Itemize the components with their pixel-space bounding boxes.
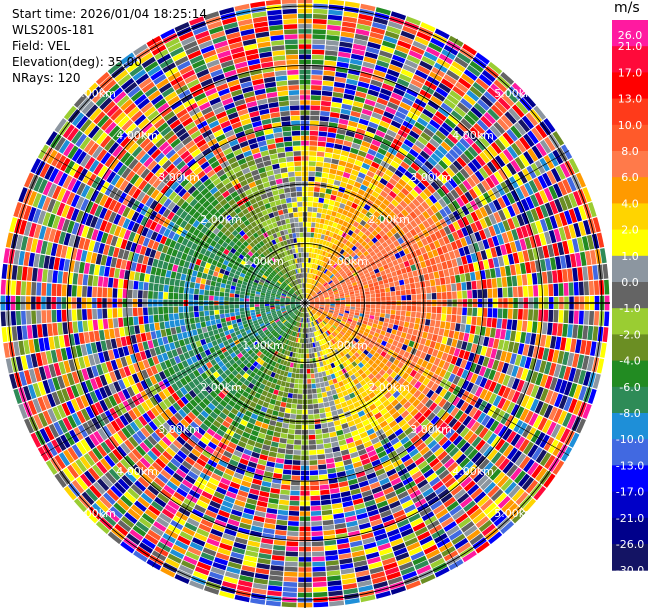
spoke-120	[304, 302, 570, 456]
colorbar-band	[612, 282, 648, 309]
spoke-60	[304, 150, 570, 304]
instrument-label: WLS200s-181	[12, 23, 95, 37]
ring-label: 5.00km	[74, 87, 116, 100]
colorbar-tick-label: -26.0	[616, 538, 644, 551]
colorbar-band	[612, 491, 648, 519]
spoke-30	[304, 38, 458, 304]
colorbar-tick-label: 6.0	[621, 171, 639, 184]
ring-label: 4.00km	[452, 129, 494, 142]
colorbar-band	[612, 203, 648, 231]
ring-label: 1.00km	[326, 339, 368, 352]
colorbar-tick-label: -6.0	[619, 381, 640, 394]
colorbar-tick-label: -4.0	[619, 355, 640, 368]
colorbar-band	[612, 229, 648, 257]
colorbar-tick-label: -13.0	[616, 459, 644, 472]
velocity-band-14	[13, 13, 607, 595]
colorbar-tick-label: 13.0	[618, 93, 643, 106]
colorbar-band	[612, 98, 648, 126]
ring-label: 4.00km	[116, 465, 158, 478]
colorbar-band	[612, 517, 648, 545]
colorbar-band	[612, 151, 648, 178]
colorbar-tick-label: 4.0	[621, 197, 639, 210]
field-label: Field: VEL	[12, 39, 71, 53]
colorbar-tick-label: 17.0	[618, 66, 643, 79]
colorbar-band	[612, 465, 648, 493]
colorbar-tick-label: -2.0	[619, 328, 640, 341]
colorbar-band	[612, 20, 648, 47]
colorbar-band	[612, 46, 648, 73]
spoke-330	[152, 38, 306, 304]
colorbar-band	[612, 255, 648, 283]
colorbar-band	[612, 360, 648, 388]
ring-label: 2.00km	[368, 381, 410, 394]
colorbar-tick-label: -30.0	[616, 564, 644, 577]
ring-label: 4.00km	[116, 129, 158, 142]
ring-label: 3.00km	[410, 423, 452, 436]
colorbar-tick-label: 0.0	[621, 276, 639, 289]
ring-label: 3.00km	[410, 171, 452, 184]
colorbar-tick-label: 21.0	[618, 40, 643, 53]
range-ring-labels: 1.00km 1.00km 1.00km 1.00km 2.00km 2.00km 2.00…	[74, 87, 536, 520]
ring-label: 3.00km	[158, 423, 200, 436]
colorbar-tick-label: -21.0	[616, 512, 644, 525]
colorbar-tick-label: -17.0	[616, 486, 644, 499]
colorbar: 26.021.0 17.0 13.0 10.0 8.0 6.0 4.0 2.0 1.0 0.0 -1…	[612, 20, 648, 577]
azimuth-spokes	[0, 0, 610, 608]
colorbar-tick-label: 26.0	[618, 29, 643, 42]
colorbar-unit: m/s	[614, 0, 640, 16]
velocity-band-1	[8, 16, 609, 602]
spoke-240	[40, 302, 306, 456]
ring-label: 1.00km	[242, 255, 284, 268]
ppi-plot: 1.00km 1.00km 1.00km 1.00km 2.00km 2.00km 2.00…	[0, 0, 610, 608]
ring-label: 4.00km	[452, 465, 494, 478]
colorbar-band	[612, 72, 648, 100]
ring-label: 3.00km	[158, 171, 200, 184]
scan-info: Start time: 2026/01/04 18:25:14 WLS200s-…	[12, 6, 207, 86]
ring-label: 2.00km	[368, 213, 410, 226]
spoke-210	[152, 302, 306, 568]
colorbar-band	[612, 413, 648, 440]
colorbar-tick-label: -10.0	[616, 433, 644, 446]
colorbar-band	[612, 439, 648, 466]
nrays-label: NRays: 120	[12, 71, 81, 85]
velocity-band-7	[5, 0, 592, 585]
colorbar-tick-label: -8.0	[619, 407, 640, 420]
colorbar-band	[612, 334, 648, 362]
colorbar-band	[612, 308, 648, 335]
ring-label: 2.00km	[200, 213, 242, 226]
ring-label: 5.00km	[74, 507, 116, 520]
ring-label: 2.00km	[200, 381, 242, 394]
colorbar-tick-label: -1.0	[619, 302, 640, 315]
colorbar-tick-label: 2.0	[621, 224, 639, 237]
spoke-300	[40, 150, 306, 304]
colorbar-tick-label: 8.0	[621, 145, 639, 158]
colorbar-tick-label: 10.0	[618, 119, 643, 132]
colorbar-band	[612, 544, 648, 571]
velocity-band-16	[19, 3, 599, 607]
ring-label: 1.00km	[242, 339, 284, 352]
ring-label: 5.00km	[494, 87, 536, 100]
start-time-label: Start time: 2026/01/04 18:25:14	[12, 7, 207, 21]
ring-label: 5.00km	[494, 507, 536, 520]
spoke-150	[304, 302, 458, 568]
colorbar-band	[612, 124, 648, 152]
colorbar-tick-label: 1.0	[621, 250, 639, 263]
elevation-label: Elevation(deg): 35.00	[12, 55, 142, 69]
colorbar-band	[612, 177, 648, 204]
velocity-band-17	[5, 12, 610, 608]
velocity-sectors	[0, 0, 610, 608]
colorbar-band	[612, 386, 648, 414]
ring-label: 1.00km	[326, 255, 368, 268]
